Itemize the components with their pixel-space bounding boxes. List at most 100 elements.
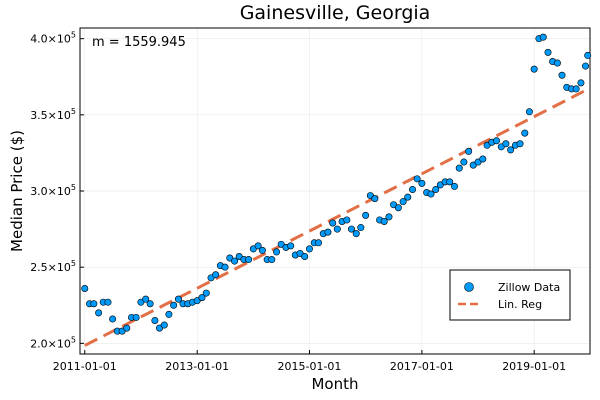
y-tick-exponent: 5: [71, 107, 76, 116]
scatter-point: [81, 284, 89, 292]
scatter-point: [90, 300, 98, 308]
y-tick-exponent: 5: [71, 335, 76, 344]
scatter-point: [151, 316, 159, 324]
x-axis: 2011-01-01 2013-01-01 2015-01-01 2017-01-01…: [53, 350, 566, 373]
scatter-point: [160, 321, 168, 329]
scatter-point: [170, 301, 178, 309]
scatter-point: [202, 289, 210, 297]
scatter-point: [357, 224, 365, 232]
scatter-point: [142, 295, 150, 303]
x-tick-label: 2015-01-01: [278, 360, 342, 373]
scatter-point: [333, 225, 341, 233]
scatter-point: [104, 298, 112, 306]
regression-line: [84, 89, 587, 347]
scatter-point: [394, 204, 402, 212]
scatter-point: [287, 242, 295, 250]
y-tick-label: 2.5×105: [30, 259, 76, 274]
legend-label-lin-reg: Lin. Reg: [498, 298, 542, 311]
y-tick-exponent: 5: [71, 259, 76, 268]
scatter-point: [479, 155, 487, 163]
y-tick-label: 2.0×105: [30, 335, 76, 350]
scatter-point: [404, 193, 412, 201]
y-tick-mantissa: 2.5×10: [30, 261, 71, 274]
scatter-point: [109, 315, 117, 323]
scatter-point: [165, 310, 173, 318]
scatter-point: [123, 324, 131, 332]
x-tick-label: 2013-01-01: [165, 360, 229, 373]
y-tick-mantissa: 4.0×10: [30, 33, 71, 46]
x-tick-label: 2019-01-01: [502, 360, 566, 373]
chart-title: Gainesville, Georgia: [240, 2, 431, 24]
scatter-point: [451, 182, 459, 190]
y-tick-exponent: 5: [71, 31, 76, 40]
scatter-point: [507, 146, 515, 154]
scatter-point: [385, 213, 393, 221]
y-tick-exponent: 5: [71, 183, 76, 192]
x-tick-label: 2011-01-01: [53, 360, 117, 373]
scatter-point: [399, 198, 407, 206]
regression-series: [84, 89, 587, 347]
scatter-point: [245, 256, 253, 264]
scatter-point: [465, 147, 473, 155]
scatter-point: [577, 79, 585, 87]
scatter-point: [427, 190, 435, 198]
scatter-point: [254, 242, 262, 250]
scatter-point: [418, 179, 426, 187]
scatter-point: [446, 178, 454, 186]
x-tick-label: 2017-01-01: [390, 360, 454, 373]
scatter-point: [305, 245, 313, 253]
legend-marker-zillow-data: [464, 282, 474, 292]
scatter-point: [362, 211, 370, 219]
scatter-point: [315, 239, 323, 247]
scatter-point: [516, 140, 524, 148]
legend-label-zillow-data: Zillow Data: [498, 281, 560, 294]
scatter-point: [521, 129, 529, 137]
scatter-point: [539, 33, 547, 41]
scatter-point: [268, 256, 276, 264]
scatter-point: [371, 195, 379, 203]
scatter-point: [212, 271, 220, 279]
scatter-point: [343, 216, 351, 224]
scatter-point: [301, 253, 309, 261]
scatter-point: [525, 108, 533, 116]
scatter-point: [530, 65, 538, 73]
scatter-point: [273, 248, 281, 256]
scatter-point: [95, 309, 103, 317]
scatter-point: [432, 185, 440, 193]
y-tick-mantissa: 3.5×10: [30, 109, 71, 122]
y-tick-label: 3.5×105: [30, 107, 76, 122]
y-axis-label: Median Price ($): [8, 130, 26, 252]
scatter-point: [413, 175, 421, 183]
y-tick-label: 4.0×105: [30, 31, 76, 46]
scatter-point: [174, 295, 182, 303]
scatter-point: [221, 263, 229, 271]
y-tick-mantissa: 2.0×10: [30, 337, 71, 350]
grid-lines: [80, 28, 590, 354]
slope-annotation: m = 1559.945: [92, 35, 186, 50]
y-tick-mantissa: 3.0×10: [30, 185, 71, 198]
legend: Zillow Data Lin. Reg: [449, 269, 571, 321]
y-tick-label: 3.0×105: [30, 183, 76, 198]
scatter-point: [352, 230, 360, 238]
scatter-point: [544, 48, 552, 56]
scatter-point: [492, 137, 500, 145]
x-axis-label: Month: [311, 375, 358, 393]
scatter-point: [572, 85, 580, 93]
scatter-point: [455, 164, 463, 172]
legend-box: [449, 269, 571, 321]
scatter-point: [146, 300, 154, 308]
scatter-point: [231, 257, 239, 265]
scatter-point: [132, 313, 140, 321]
scatter-point: [558, 71, 566, 79]
scatter-point: [553, 59, 561, 67]
scatter-point: [584, 51, 592, 59]
scatter-point: [502, 140, 510, 148]
scatter-point: [329, 219, 337, 227]
scatter-series: [81, 33, 592, 335]
scatter-point: [258, 246, 266, 254]
scatter-point: [582, 62, 590, 70]
scatter-point: [324, 228, 332, 236]
scatter-point: [409, 185, 417, 193]
